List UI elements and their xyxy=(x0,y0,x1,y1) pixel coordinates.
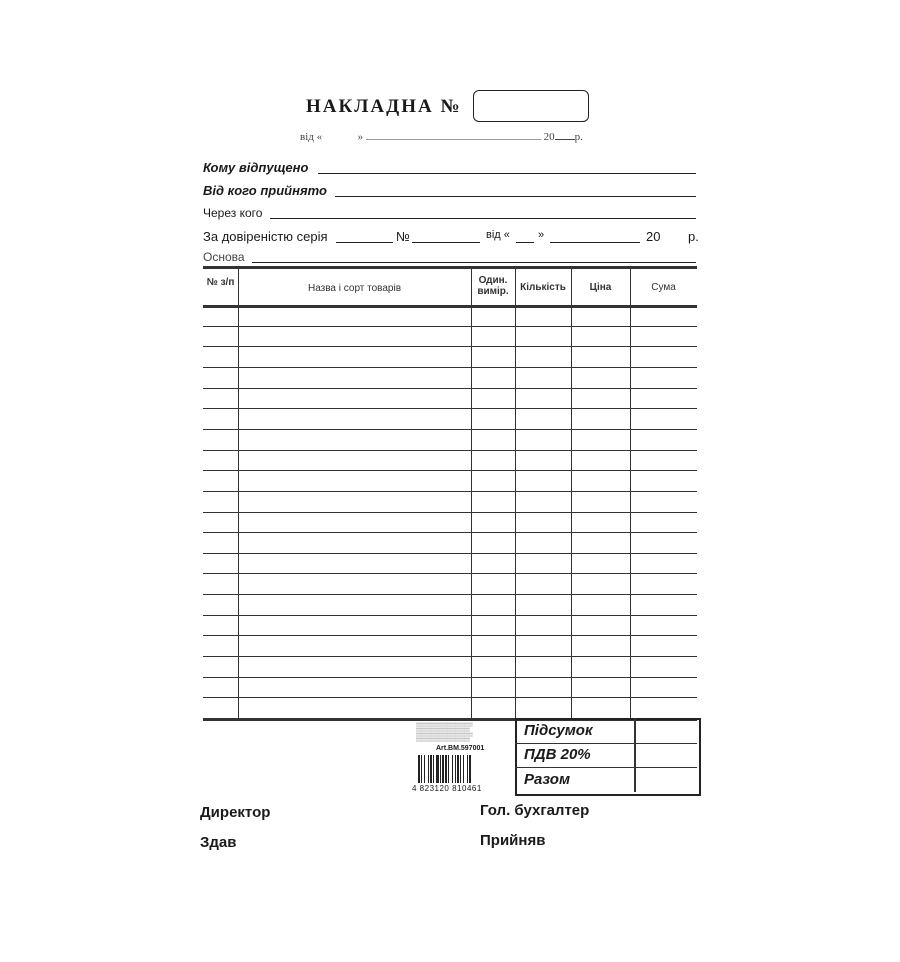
field-label-basis: Основа xyxy=(203,250,245,264)
column-header-sum: Сума xyxy=(651,282,676,293)
table-row[interactable] xyxy=(203,367,697,368)
barcode-bar xyxy=(457,755,459,783)
barcode-bar xyxy=(428,755,429,783)
barcode-bar xyxy=(421,755,422,783)
table-row[interactable] xyxy=(203,491,697,492)
column-header-unit: Один. виміp. xyxy=(477,275,509,297)
table-column-divider xyxy=(515,266,516,718)
table-bottom-border xyxy=(203,718,697,721)
signature-received: Прийняв xyxy=(480,832,546,849)
field-basis[interactable] xyxy=(252,262,696,263)
barcode-bar xyxy=(469,755,471,783)
column-header-name: Назва і сорт товарів xyxy=(307,283,402,294)
table-row[interactable] xyxy=(203,573,697,574)
table-row[interactable] xyxy=(203,635,697,636)
date-quote: » xyxy=(357,131,364,143)
total-subtotal-label: Підсумок xyxy=(524,722,593,739)
signature-handed: Здав xyxy=(200,834,237,851)
table-row[interactable] xyxy=(203,326,697,327)
table-column-divider xyxy=(238,266,239,718)
barcode-bar xyxy=(436,755,439,783)
table-header-border xyxy=(203,305,697,308)
attorney-year-prefix: 20 xyxy=(646,229,661,244)
barcode-bar xyxy=(430,755,432,783)
invoice-date-line: від « » 20 р. xyxy=(300,131,583,143)
field-recipient[interactable] xyxy=(318,173,696,174)
table-row[interactable] xyxy=(203,553,697,554)
barcode-bar xyxy=(448,755,449,783)
totals-divider xyxy=(515,767,697,768)
table-column-divider xyxy=(630,266,631,718)
table-row[interactable] xyxy=(203,408,697,409)
date-year: 20 xyxy=(543,131,555,143)
table-row[interactable] xyxy=(203,346,697,347)
invoice-number-field[interactable] xyxy=(473,90,589,122)
barcode-bar xyxy=(463,755,464,783)
barcode-bar xyxy=(452,755,453,783)
field-label-recipient: Кому відпущено xyxy=(203,160,309,175)
field-attorney-number[interactable] xyxy=(412,242,480,243)
barcode-bar xyxy=(460,755,461,783)
table-row[interactable] xyxy=(203,388,697,389)
field-attorney-series[interactable] xyxy=(336,242,393,243)
table-row[interactable] xyxy=(203,512,697,513)
table-row[interactable] xyxy=(203,615,697,616)
attorney-number-label: № xyxy=(396,229,410,244)
attorney-date-prefix: від « xyxy=(486,229,510,241)
document-title: НАКЛАДНА № xyxy=(306,96,462,117)
attorney-year-suffix: р. xyxy=(688,229,699,244)
date-year-suffix: р. xyxy=(574,131,583,143)
barcode-bar xyxy=(467,755,468,783)
table-row[interactable] xyxy=(203,450,697,451)
barcode-bar xyxy=(445,755,447,783)
field-attorney-month[interactable] xyxy=(550,242,640,243)
table-column-divider xyxy=(471,266,472,718)
table-row[interactable] xyxy=(203,532,697,533)
column-header-price: Ціна xyxy=(589,282,612,293)
table-column-divider xyxy=(571,266,572,718)
totals-divider xyxy=(515,743,697,744)
total-vat-label: ПДВ 20% xyxy=(524,746,591,763)
barcode-bar xyxy=(455,755,456,783)
field-label-sender: Від кого прийнято xyxy=(203,183,327,198)
column-header-number: № з/п xyxy=(206,277,235,288)
attorney-date-quote: » xyxy=(538,229,545,241)
table-row[interactable] xyxy=(203,677,697,678)
table-row[interactable] xyxy=(203,656,697,657)
barcode-bar xyxy=(424,755,425,783)
field-attorney-day[interactable] xyxy=(516,242,534,243)
table-row[interactable] xyxy=(203,429,697,430)
table-top-border xyxy=(203,266,697,269)
field-via[interactable] xyxy=(270,218,696,219)
date-prefix: від « xyxy=(300,131,323,143)
table-row[interactable] xyxy=(203,594,697,595)
field-label-attorney: За довіреністю серія xyxy=(203,229,328,244)
totals-column-divider xyxy=(634,718,636,792)
table-row[interactable] xyxy=(203,697,697,698)
field-sender[interactable] xyxy=(335,196,696,197)
printer-info: ▒▒▒▒▒▒▒▒▒▒▒▒▒▒▒▒▒▒▒▒ ▒▒▒▒▒▒▒▒▒▒▒▒▒▒▒▒▒▒▒ ▒… xyxy=(416,722,473,742)
signature-director: Директор xyxy=(200,804,271,821)
totals-box xyxy=(515,718,701,796)
field-label-via: Через кого xyxy=(203,206,263,220)
barcode-bar xyxy=(433,755,434,783)
article-code: Art.BM.597001 xyxy=(436,745,485,752)
barcode-bar xyxy=(418,755,420,783)
signature-chief-accountant: Гол. бухгалтер xyxy=(480,802,590,819)
total-grand-label: Разом xyxy=(524,771,571,788)
barcode-bar xyxy=(442,755,444,783)
barcode-number: 4 823120 810461 xyxy=(412,784,482,793)
column-header-quantity: Кількість xyxy=(520,282,566,293)
table-row[interactable] xyxy=(203,470,697,471)
barcode-bar xyxy=(440,755,441,783)
